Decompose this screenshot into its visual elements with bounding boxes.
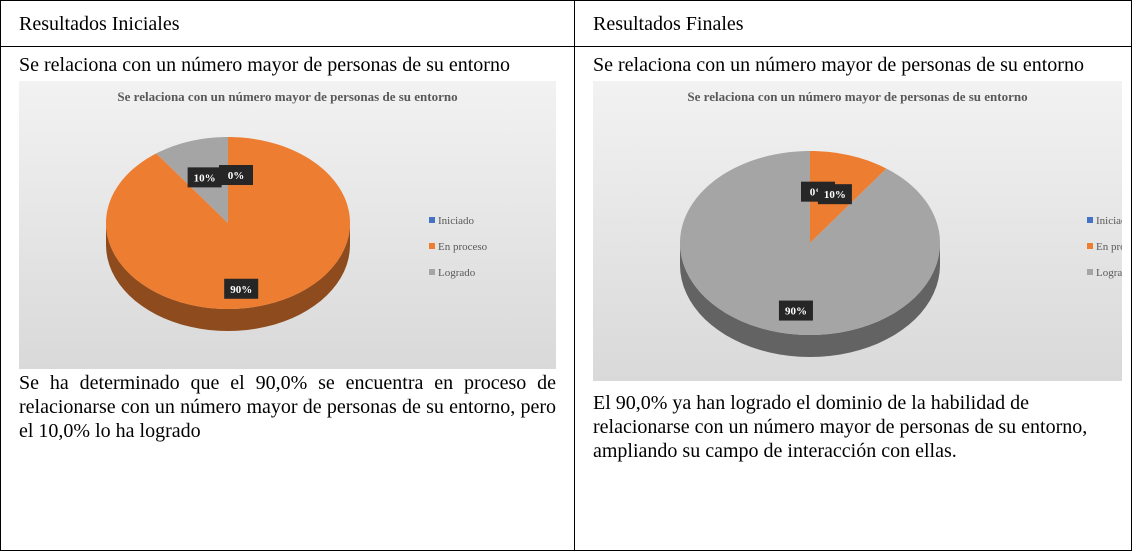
header: Resultados Finales [593,12,744,35]
pie-side [106,223,350,331]
pie-side [680,243,940,357]
description: Se ha determinado que el 90,0% se encuen… [19,372,556,442]
legend-swatch [429,217,435,223]
legend-label: Logrado [1096,267,1122,279]
legend-label: En proceso [1096,241,1122,253]
data-label-box [778,300,813,321]
data-label-box [219,165,253,186]
cell: Se relaciona con un número mayor de pers… [574,46,1132,551]
legend-swatch [429,243,435,249]
data-label: 90% [785,306,807,318]
legend-swatch [429,269,435,275]
data-label-box [817,184,852,205]
chart-title: Se relaciona con un número mayor de pers… [687,89,1028,104]
pie-slice [680,151,940,335]
legend-label: Iniciado [438,215,475,227]
data-label: 0% [228,170,245,182]
description: El 90,0% ya han logrado el dominio de la… [593,392,1088,462]
data-label: 90% [230,284,252,296]
legend-swatch [1087,269,1093,275]
legend-swatch [1087,217,1093,223]
pie-chart: 0% 90% 10% Iniciado En proceso Logrado [106,137,488,331]
heading: Se relaciona con un número mayor de pers… [19,54,510,76]
cell: Se relaciona con un número mayor de pers… [0,46,575,551]
chart: Se relaciona con un número mayor de pers… [19,81,556,369]
legend-label: En proceso [438,241,488,253]
legend-swatch [1087,243,1093,249]
legend-label: Logrado [438,267,476,279]
data-label: 10% [824,189,846,201]
heading: Se relaciona con un número mayor de pers… [593,54,1084,76]
header-cell: Resultados Finales [574,0,1132,47]
header: Resultados Iniciales [19,12,180,35]
data-label-box [187,167,222,188]
data-label: 10% [194,172,216,184]
header-cell: Resultados Iniciales [0,0,575,47]
pie-slice [106,137,350,309]
data-label-box [224,278,259,299]
legend-label: Iniciado [1096,215,1122,227]
chart: Se relaciona con un número mayor de pers… [593,81,1122,381]
chart-title: Se relaciona con un número mayor de pers… [117,89,458,104]
